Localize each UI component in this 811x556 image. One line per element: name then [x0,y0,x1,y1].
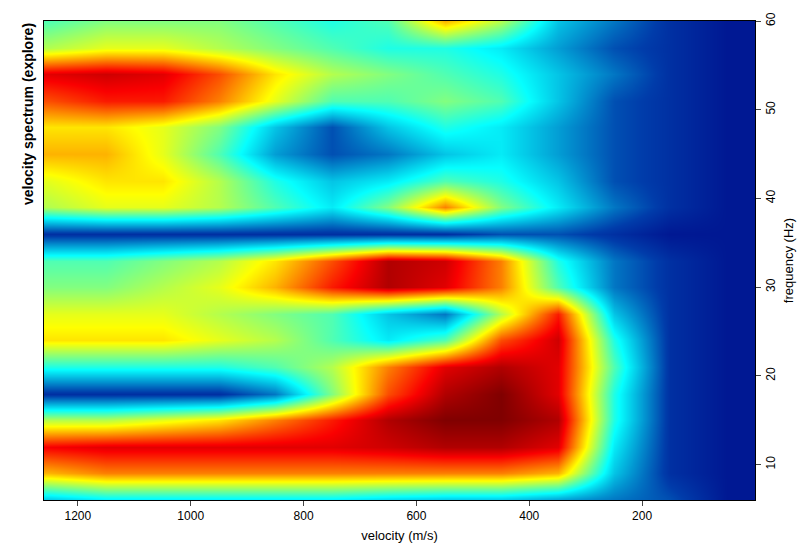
svg-text:1200: 1200 [65,509,92,523]
svg-text:200: 200 [632,509,652,523]
svg-text:600: 600 [406,509,426,523]
svg-text:400: 400 [519,509,539,523]
svg-text:60: 60 [764,12,778,26]
svg-text:800: 800 [294,509,314,523]
svg-text:10: 10 [764,456,778,470]
svg-text:40: 40 [764,190,778,204]
svg-text:velocity (m/s): velocity (m/s) [361,528,438,543]
svg-text:1000: 1000 [177,509,204,523]
svg-text:frequency (Hz): frequency (Hz) [781,218,796,303]
svg-text:velocity spectrum (explore): velocity spectrum (explore) [20,23,36,205]
svg-text:30: 30 [764,278,778,292]
svg-text:20: 20 [764,367,778,381]
svg-text:50: 50 [764,101,778,115]
